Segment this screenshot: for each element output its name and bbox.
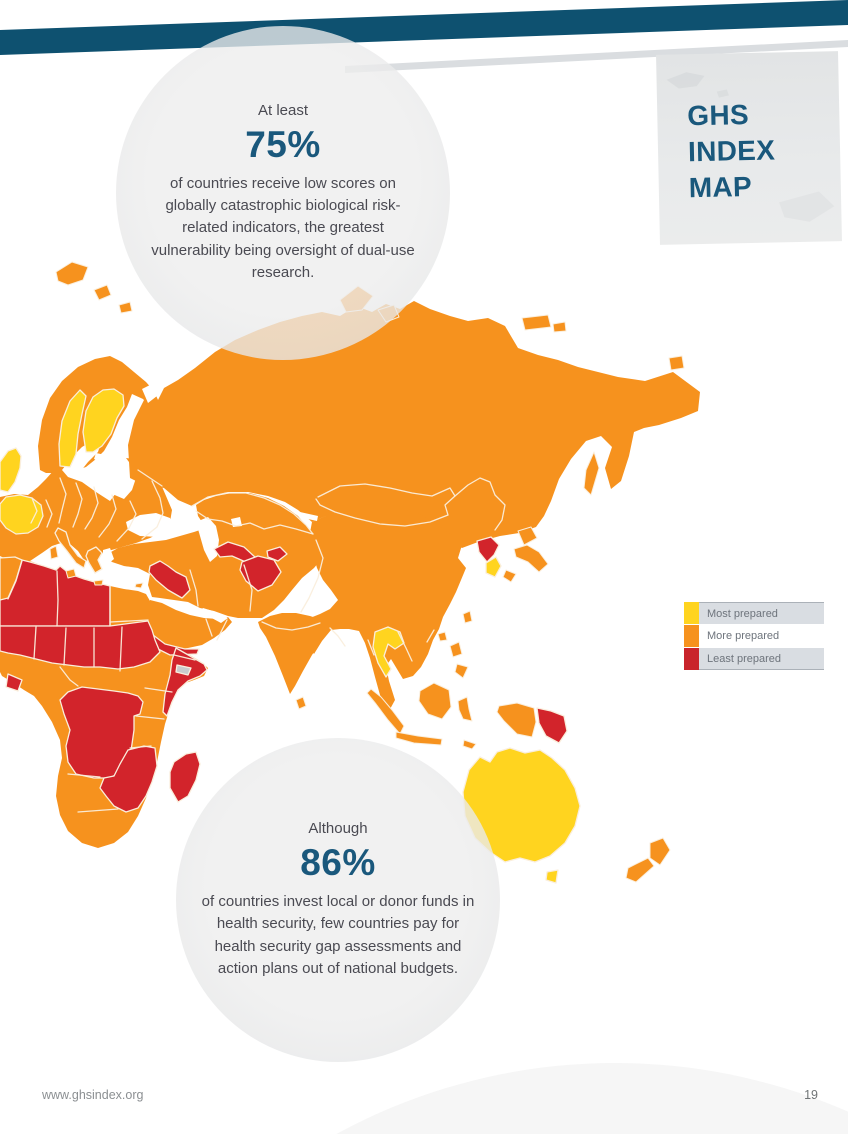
region-europe (0, 451, 172, 562)
legend-item-least-prepared: Least prepared (684, 648, 824, 670)
legend-swatch-yellow (684, 602, 699, 624)
region-somalia (162, 647, 208, 717)
callout-body: of countries receive low scores on globa… (151, 175, 415, 281)
island-west-papua (496, 702, 537, 738)
callout-86-percent: Although 86% of countries invest local o… (176, 738, 500, 1062)
callout-stat: 75% (245, 124, 321, 166)
website-url: www.ghsindex.org (42, 1088, 144, 1102)
legend-label: Most prepared (699, 602, 824, 624)
island-nz-north (649, 837, 671, 866)
map-texture (666, 72, 835, 222)
region-finland (82, 388, 125, 453)
legend-swatch-red (684, 648, 699, 670)
island-sri-lanka (295, 696, 307, 710)
map-regions (0, 388, 581, 884)
island-taiwan (462, 610, 473, 624)
yellow-sea (464, 543, 479, 566)
adriatic-sea (70, 544, 84, 561)
region-east-asia (302, 505, 466, 711)
callout-stat: 86% (300, 842, 376, 884)
caspian-sea (196, 517, 219, 562)
island-timor (462, 739, 477, 750)
callout-body: of countries invest local or donor funds… (201, 893, 475, 977)
island-new-siberian (521, 314, 552, 331)
region-uk (0, 447, 22, 493)
ghs-index-map-title-box: GHS INDEX MAP (656, 51, 842, 245)
region-tajikistan (266, 546, 288, 562)
island-svalbard-3 (118, 301, 133, 314)
legend-item-most-prepared: Most prepared (684, 602, 824, 624)
region-australia (462, 747, 581, 863)
callout-intro: At least (257, 102, 309, 120)
legend-swatch-orange (684, 625, 699, 647)
region-sierra-leone (5, 673, 23, 692)
white-sea (142, 384, 157, 403)
region-italy (54, 527, 87, 569)
region-south-korea (485, 556, 502, 578)
gulf-of-finland (94, 453, 122, 469)
island-borneo (418, 682, 452, 720)
island-honshu (513, 544, 549, 573)
region-papua-new-guinea (536, 707, 568, 744)
region-somaliland-no-data (175, 664, 192, 676)
callout-intro: Although (308, 820, 368, 838)
island-sardinia (49, 545, 59, 560)
island-philippines-2 (454, 663, 469, 679)
island-cyprus (134, 582, 144, 589)
region-greece (85, 546, 103, 574)
lake-balkhash (299, 512, 318, 521)
bay-of-bengal (330, 633, 368, 672)
island-sicily (65, 568, 77, 579)
accent-stripe (345, 40, 848, 73)
island-new-siberian-2 (552, 321, 567, 333)
region-thailand (372, 626, 405, 678)
black-sea (126, 513, 175, 537)
island-sakhalin (583, 451, 600, 496)
legend-label: Least prepared (699, 648, 824, 670)
region-north-korea (476, 536, 500, 563)
aegean-sea (103, 548, 114, 564)
arabian-sea (233, 620, 274, 661)
aral-sea (231, 517, 242, 527)
callout-75-percent: At least 75% of countries receive low sc… (116, 26, 450, 360)
island-svalbard-2 (93, 284, 112, 301)
region-arabia (149, 600, 232, 650)
region-mozambique-zimbabwe (99, 745, 158, 813)
region-syria-iraq (148, 560, 191, 599)
island-hainan (437, 631, 448, 642)
region-sweden (58, 389, 87, 468)
island-hokkaido (517, 526, 538, 546)
region-central-asia-middle-east (104, 493, 332, 618)
region-russia (128, 301, 700, 548)
legend-label: More prepared (699, 625, 824, 647)
island-nz-south (625, 857, 655, 883)
island-kyushu (502, 569, 517, 583)
legend-item-more-prepared: More prepared (684, 625, 824, 647)
island-crete (93, 579, 104, 586)
region-india (258, 613, 330, 694)
island-wrangel (668, 355, 685, 371)
island-sulawesi (457, 696, 473, 722)
map-legend: Most prepared More prepared Least prepar… (684, 602, 824, 671)
island-svalbard (55, 261, 89, 286)
island-philippines (449, 641, 463, 658)
persian-gulf (199, 608, 228, 623)
page-number: 19 (804, 1088, 818, 1102)
region-tasmania (545, 869, 559, 884)
map-borders (7, 469, 506, 813)
region-france (0, 494, 44, 535)
island-java (395, 731, 443, 746)
region-afghanistan (239, 555, 282, 592)
region-madagascar (169, 751, 201, 803)
